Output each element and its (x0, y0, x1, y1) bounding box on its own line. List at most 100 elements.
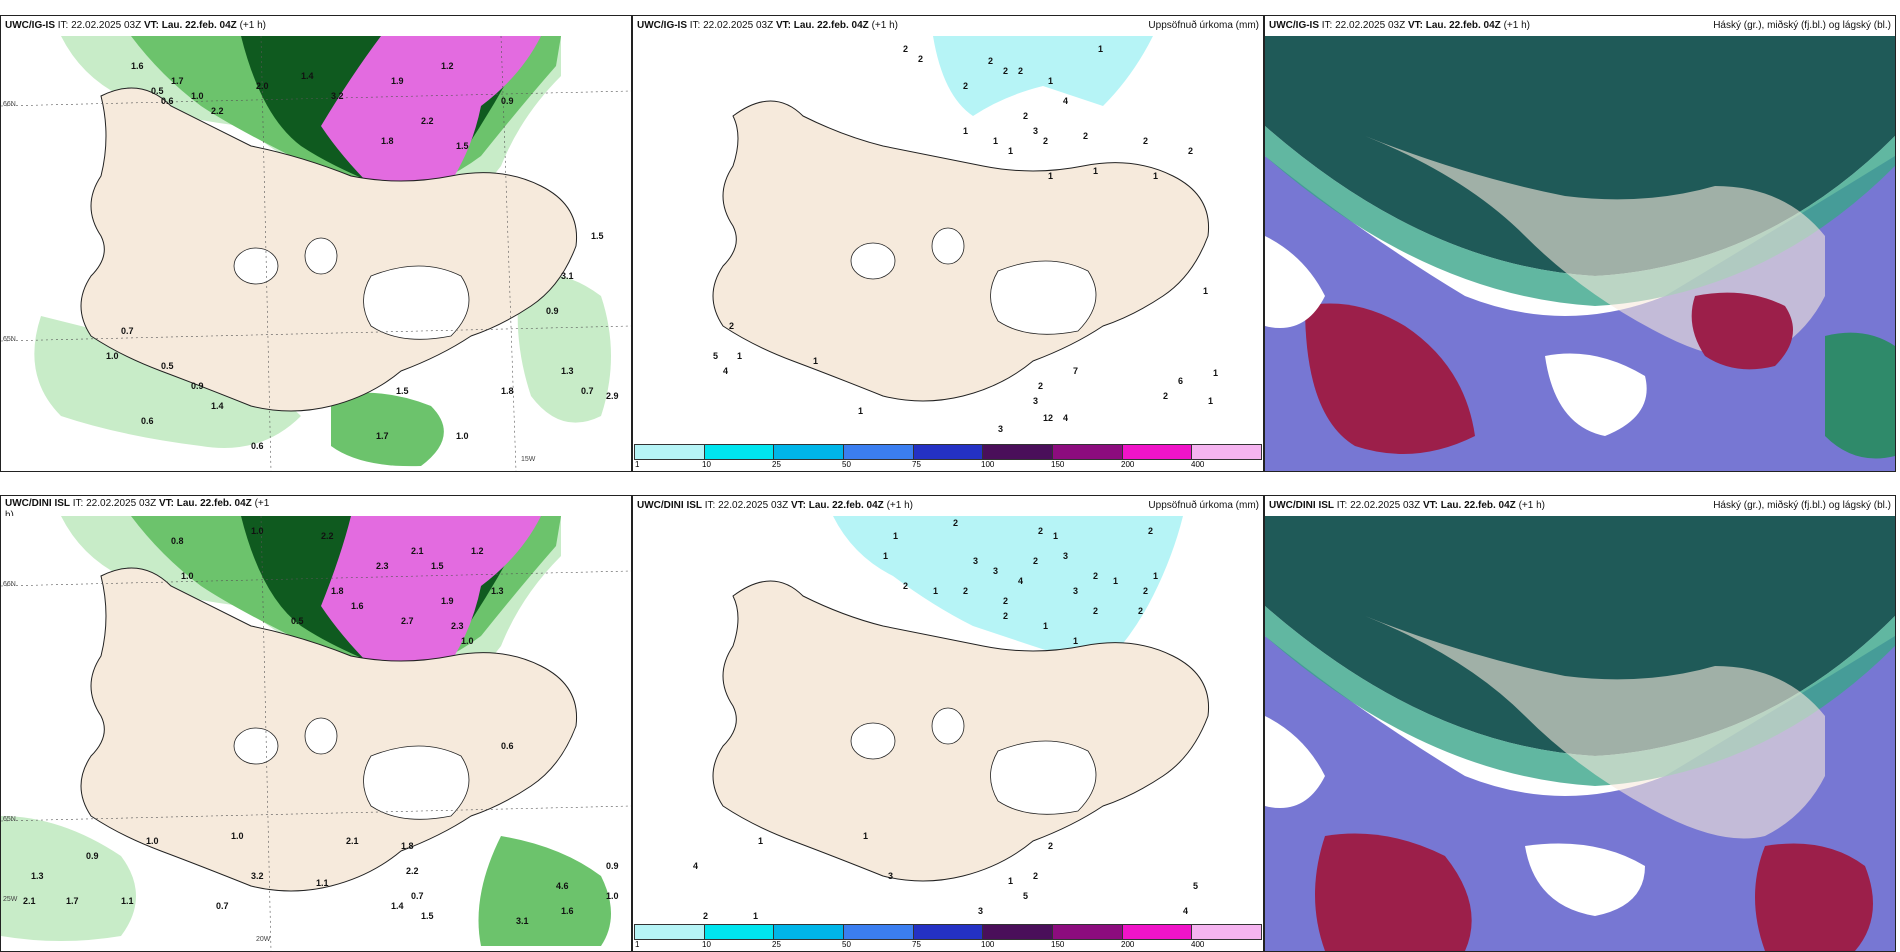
lon-label: 25W (3, 896, 18, 903)
precip-value: 1 (1213, 368, 1219, 378)
model-name: UWC/IG-IS (1269, 20, 1319, 31)
precip-value: 2.3 (451, 621, 464, 631)
accumulated-precip-map (633, 516, 1263, 951)
valid-time: Lau. 22.feb. 04Z (793, 20, 869, 31)
lat-label: 66N (3, 581, 16, 588)
precip-value: 2 (1003, 66, 1009, 76)
colorbar-tick: 400 (1191, 460, 1205, 469)
precip-value: 1.5 (431, 561, 444, 571)
valid-time: Lau. 22.feb. 04Z (1425, 20, 1501, 31)
precip-value: 2 (1143, 586, 1149, 596)
precip-value: 1.1 (121, 896, 134, 906)
colorbar-tick: 1 (635, 940, 640, 949)
colorbar-tick: 200 (1121, 940, 1135, 949)
precip-value: 1 (1008, 146, 1014, 156)
precip-value: 1.0 (106, 351, 119, 361)
precip-value: 2.7 (401, 616, 414, 626)
precip-colorbar: 1 10 25 50 75 100 150 200 400 (634, 444, 1262, 470)
panel-header: UWC/IG-IS IT: 22.02.2025 03Z VT: Lau. 22… (1, 16, 631, 36)
colorbar-tick: 75 (912, 940, 921, 949)
precip-value: 1.9 (441, 596, 454, 606)
precip-value: 2.2 (421, 116, 434, 126)
precip-value: 2 (1083, 131, 1089, 141)
colorbar-tick: 50 (842, 940, 851, 949)
precip-value: 1 (1153, 571, 1159, 581)
precip-value: 1.3 (491, 586, 504, 596)
colorbar-cell (635, 925, 705, 939)
precip-value: 1.0 (231, 831, 244, 841)
precip-value: 1.1 (316, 878, 329, 888)
colorbar-tick: 200 (1121, 460, 1135, 469)
model-name: UWC/IG-IS (5, 20, 55, 31)
colorbar-cell (1192, 925, 1262, 939)
precip-value: 1 (1043, 621, 1049, 631)
precip-value: 1.8 (501, 386, 514, 396)
precip-value: 1 (893, 531, 899, 541)
colorbar-cell (1122, 925, 1193, 939)
it-label: IT: (1321, 20, 1333, 31)
panel-top-left: UWC/IG-IS IT: 22.02.2025 03Z VT: Lau. 22… (0, 15, 632, 472)
precip-value: 1.3 (561, 366, 574, 376)
colorbar-tick: 150 (1051, 460, 1065, 469)
lon-label: 20W (256, 936, 271, 943)
precip-value: 1 (863, 831, 869, 841)
colorbar-tick: 1 (635, 460, 640, 469)
precip-value: 1 (1098, 44, 1104, 54)
colorbar-cell (844, 445, 914, 459)
colorbar-tick: 400 (1191, 940, 1205, 949)
precip-value: 1 (1073, 636, 1079, 646)
lead-time-cont: h) (5, 510, 14, 521)
precip-value: 2 (1033, 871, 1039, 881)
precip-value: 2 (1003, 611, 1009, 621)
precip-value: 2 (1038, 381, 1044, 391)
precip-value: 1.0 (461, 636, 474, 646)
precip-value: 1.5 (456, 141, 469, 151)
precip-value: 0.9 (86, 851, 99, 861)
precip-value: 2 (1023, 111, 1029, 121)
cloud-cover-map (1265, 516, 1895, 951)
colorbar-cell (913, 445, 984, 459)
lat-label: 66N (3, 101, 16, 108)
lead-time: (+1 h) (239, 20, 266, 31)
map-title: Uppsöfnuð úrkoma (mm) (1148, 20, 1259, 31)
precip-value: 0.6 (251, 441, 264, 451)
colorbar-tick: 10 (702, 460, 711, 469)
lat-label: 65N (3, 336, 16, 343)
precip-value: 2 (963, 586, 969, 596)
map-title: Háský (gr.), miðský (fj.bl.) og lágský (… (1713, 20, 1891, 31)
valid-time: Lau. 22.feb. 04Z (176, 498, 252, 509)
panel-header: UWC/DINI ISL IT: 22.02.2025 03Z VT: Lau.… (633, 496, 1263, 516)
colorbar-cell (1053, 925, 1123, 939)
colorbar-cell (983, 925, 1054, 939)
precip-value: 1 (933, 586, 939, 596)
precip-value: 2 (1143, 136, 1149, 146)
precip-value: 2 (1188, 146, 1194, 156)
precip-value: 1.6 (561, 906, 574, 916)
vt-label: VT: (1422, 500, 1438, 511)
panel-top-middle: UWC/IG-IS IT: 22.02.2025 03Z VT: Lau. 22… (632, 15, 1264, 472)
colorbar-tick: 100 (981, 940, 995, 949)
precip-value: 2 (1003, 596, 1009, 606)
precip-value: 2 (1043, 136, 1049, 146)
precip-value: 2.1 (23, 896, 36, 906)
valid-time: Lau. 22.feb. 04Z (1440, 500, 1516, 511)
precip-value: 1.5 (591, 231, 604, 241)
precip-value: 7 (1073, 366, 1079, 376)
precip-value: 2 (1163, 391, 1169, 401)
colorbar-cell (774, 925, 845, 939)
colorbar-cell (1192, 445, 1262, 459)
precip-value: 2 (1138, 606, 1144, 616)
lead-time: (+1 h) (1503, 20, 1530, 31)
lon-label: 15W (521, 456, 536, 463)
init-time: 22.02.2025 03Z (1335, 20, 1406, 31)
precip-value: 0.6 (141, 416, 154, 426)
precip-value: 0.7 (121, 326, 134, 336)
precip-value: 2.9 (606, 391, 619, 401)
precip-value: 4 (1063, 96, 1069, 106)
precip-value: 1.7 (66, 896, 79, 906)
precip-value: 1.0 (606, 891, 619, 901)
precip-value: 3 (1073, 586, 1079, 596)
vt-label: VT: (1407, 20, 1423, 31)
precip-value: 2 (903, 581, 909, 591)
precip-value: 1 (1203, 286, 1209, 296)
